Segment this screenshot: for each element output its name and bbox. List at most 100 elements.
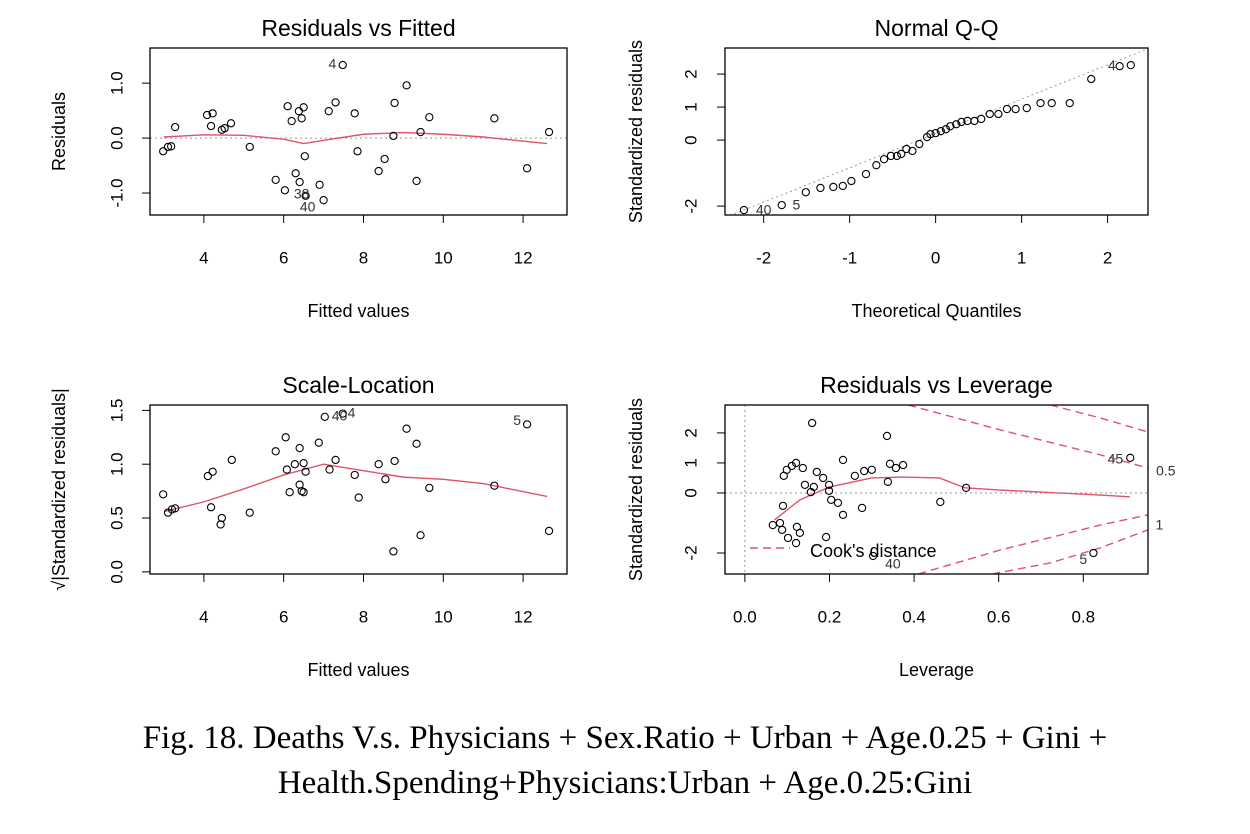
point <box>202 110 212 120</box>
point <box>824 480 834 489</box>
point <box>801 188 810 197</box>
y-tick-label: 1.0 <box>107 71 126 95</box>
x-tick-label: 0.2 <box>818 607 842 626</box>
point <box>170 504 180 513</box>
y-tick-label: 0 <box>681 135 700 144</box>
panel: Scale-Location Fitted values √|Standardize… <box>49 372 568 680</box>
point-label: 40 <box>756 202 772 218</box>
point <box>867 465 876 474</box>
point <box>166 142 176 151</box>
plot-box <box>149 404 568 575</box>
point <box>1002 104 1012 114</box>
point <box>299 458 308 468</box>
point <box>850 471 860 480</box>
panel-title: Normal Q-Q <box>875 15 999 41</box>
point <box>985 109 994 119</box>
y-tick-label: 2 <box>681 428 700 437</box>
point <box>159 147 168 156</box>
point <box>824 486 834 496</box>
point <box>282 465 292 474</box>
x-tick-label: 4 <box>199 248 208 267</box>
y-axis-label: Standardized residuals <box>626 40 646 223</box>
y-axis-label: Residuals <box>49 92 69 171</box>
cooks-contour <box>992 529 1148 574</box>
x-tick-label: 12 <box>514 607 533 626</box>
point-label: 4 <box>348 404 356 420</box>
point <box>226 119 236 128</box>
point <box>812 467 821 477</box>
point <box>902 144 911 154</box>
point <box>777 525 787 535</box>
point <box>374 460 383 469</box>
y-tick-label: 1.5 <box>107 399 126 423</box>
point <box>245 142 254 152</box>
point <box>324 107 333 116</box>
point <box>380 154 389 164</box>
point <box>381 475 390 484</box>
x-tick-label: 12 <box>514 248 533 267</box>
point <box>544 526 554 536</box>
point <box>390 98 399 108</box>
point <box>1126 453 1135 462</box>
point <box>970 116 979 126</box>
point <box>885 459 895 468</box>
point <box>941 125 951 134</box>
point-label: 40 <box>332 408 348 424</box>
point <box>882 431 892 441</box>
point <box>857 503 867 513</box>
point <box>353 147 362 156</box>
point <box>320 412 329 421</box>
panel-title: Scale-Location <box>282 372 434 398</box>
point <box>299 103 308 112</box>
point <box>271 175 280 184</box>
point <box>791 458 801 468</box>
point <box>314 438 323 447</box>
point <box>1022 103 1031 113</box>
point-label: 0.5 <box>1156 463 1176 479</box>
point <box>319 196 328 205</box>
point <box>402 424 411 433</box>
point <box>402 81 411 90</box>
caption-line: Fig. 18. Deaths V.s. Physicians + Sex.Ra… <box>143 720 1108 756</box>
x-tick-label: 4 <box>199 607 208 626</box>
qq-line <box>730 48 1148 215</box>
point-label: 4 <box>328 56 336 72</box>
x-tick-label: -2 <box>756 248 771 267</box>
point <box>338 409 347 418</box>
point <box>295 177 304 187</box>
point <box>299 488 308 497</box>
point <box>297 486 306 496</box>
point <box>926 129 935 139</box>
x-axis-label: Fitted values <box>307 660 409 680</box>
point <box>833 498 843 508</box>
point <box>775 518 785 528</box>
x-axis-label: Fitted values <box>307 301 409 321</box>
point <box>931 129 940 138</box>
point <box>300 152 309 161</box>
point <box>777 200 786 210</box>
y-tick-label: 0 <box>681 488 700 497</box>
point <box>818 473 828 483</box>
plot-box <box>149 47 568 216</box>
point <box>416 127 425 137</box>
plot-area <box>150 60 567 205</box>
point <box>838 181 847 191</box>
point <box>291 169 300 178</box>
point <box>280 186 290 195</box>
point <box>1115 62 1124 71</box>
point <box>946 122 955 131</box>
point-label: 40 <box>300 199 316 215</box>
point <box>281 433 290 442</box>
point <box>860 466 869 476</box>
point <box>1047 98 1056 108</box>
point <box>290 460 300 469</box>
panel: Residuals vs Leverage Leverage Standardize… <box>626 372 1176 680</box>
point <box>544 127 554 137</box>
point <box>315 180 324 189</box>
point <box>1087 74 1096 84</box>
point <box>861 169 871 179</box>
point <box>206 503 216 512</box>
point-label: 45 <box>1108 451 1124 467</box>
point <box>425 483 434 493</box>
